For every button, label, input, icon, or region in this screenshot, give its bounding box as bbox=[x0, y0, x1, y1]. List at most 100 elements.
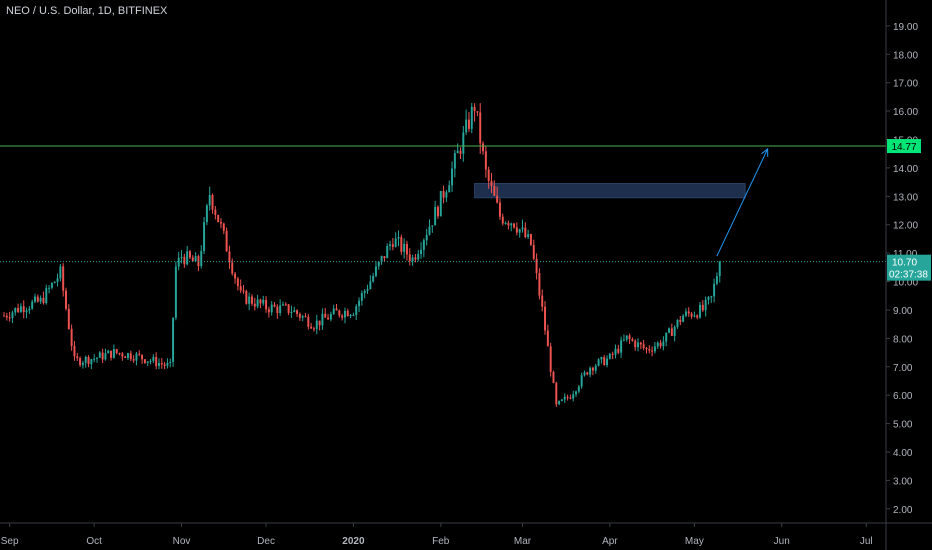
candle-body bbox=[129, 353, 132, 360]
candle-body bbox=[177, 257, 180, 267]
candle-body bbox=[197, 256, 200, 267]
candle-body bbox=[659, 342, 662, 347]
candle-body bbox=[718, 261, 721, 277]
candle-body bbox=[45, 288, 48, 304]
candle-body bbox=[679, 319, 682, 322]
candle-body bbox=[634, 340, 637, 348]
candle-body bbox=[408, 254, 411, 262]
resistance-price-tag bbox=[887, 139, 921, 154]
candle-body bbox=[36, 296, 39, 302]
candle-body bbox=[614, 348, 617, 355]
candle-body bbox=[327, 317, 330, 320]
candle-body bbox=[152, 356, 155, 361]
candle-body bbox=[448, 185, 451, 193]
symbol-title: NEO / U.S. Dollar, 1D, BITFINEX bbox=[6, 5, 168, 17]
candle-body bbox=[434, 206, 437, 226]
candle-body bbox=[701, 304, 704, 311]
candle-body bbox=[270, 304, 273, 313]
price-tick-label: 12.00 bbox=[893, 221, 918, 232]
candle-body bbox=[462, 132, 465, 154]
candle-body bbox=[445, 192, 448, 198]
candle-body bbox=[707, 296, 710, 300]
candle-body bbox=[611, 353, 614, 355]
candle-body bbox=[360, 293, 363, 301]
candle-body bbox=[42, 297, 45, 304]
candle-body bbox=[335, 308, 338, 311]
supply-zone-layer bbox=[474, 183, 746, 199]
last-price-label: 10.70 bbox=[892, 258, 917, 269]
candle-body bbox=[487, 169, 490, 181]
candle-body bbox=[67, 308, 70, 330]
candle-body bbox=[307, 316, 310, 327]
candle-body bbox=[217, 214, 220, 222]
time-tick-label: Apr bbox=[602, 536, 618, 547]
candle-body bbox=[513, 223, 516, 228]
candle-body bbox=[493, 185, 496, 196]
candle-body bbox=[442, 191, 445, 198]
resistance-price-label: 14.77 bbox=[891, 142, 916, 153]
candle-body bbox=[507, 222, 510, 226]
candle-body bbox=[253, 303, 256, 307]
candle-body bbox=[124, 356, 127, 359]
candle-body bbox=[653, 346, 656, 352]
candle-body bbox=[107, 350, 110, 354]
candle-body bbox=[50, 283, 53, 288]
candle-body bbox=[496, 195, 499, 203]
candle-body bbox=[245, 291, 248, 304]
candle-body bbox=[39, 297, 42, 302]
candle-body bbox=[569, 397, 572, 399]
projection-arrow-layer bbox=[716, 147, 769, 257]
candle-body bbox=[380, 256, 383, 262]
candle-body bbox=[555, 382, 558, 405]
candle-body bbox=[115, 349, 118, 354]
candle-body bbox=[200, 251, 203, 267]
candle-body bbox=[5, 315, 8, 318]
candle-body bbox=[155, 356, 158, 366]
candle-body bbox=[453, 153, 456, 169]
candle-body bbox=[321, 313, 324, 326]
candle-body bbox=[563, 396, 566, 400]
candle-body bbox=[98, 352, 101, 358]
price-tick-label: 2.00 bbox=[893, 505, 913, 516]
candle-body bbox=[620, 340, 623, 353]
candle-body bbox=[642, 344, 645, 349]
candle-body bbox=[690, 313, 693, 317]
candle-body bbox=[363, 290, 366, 294]
candle-body bbox=[391, 244, 394, 247]
candle-body bbox=[518, 229, 521, 233]
candle-body bbox=[713, 283, 716, 297]
candle-body bbox=[22, 306, 25, 313]
candle-body bbox=[428, 226, 431, 235]
time-tick-label: 2020 bbox=[342, 536, 365, 547]
candle-body bbox=[377, 261, 380, 267]
candle-body bbox=[651, 350, 654, 352]
candle-body bbox=[451, 168, 454, 186]
candle-body bbox=[524, 227, 527, 238]
candle-body bbox=[341, 315, 344, 318]
candle-body bbox=[28, 308, 31, 311]
candle-body bbox=[56, 278, 59, 282]
candle-body bbox=[287, 304, 290, 313]
candle-body bbox=[281, 304, 284, 306]
candle-body bbox=[639, 342, 642, 345]
price-tick-label: 13.00 bbox=[893, 192, 918, 203]
candle-body bbox=[572, 394, 575, 399]
candle-body bbox=[112, 349, 115, 358]
candle-body bbox=[484, 151, 487, 170]
candle-body bbox=[400, 237, 403, 252]
time-tick-label: Nov bbox=[173, 536, 191, 547]
candle-body bbox=[48, 287, 51, 289]
candle-body bbox=[25, 310, 28, 313]
candle-body bbox=[549, 346, 552, 372]
candle-body bbox=[631, 339, 634, 341]
candle-body bbox=[405, 243, 408, 255]
candle-body bbox=[575, 391, 578, 395]
projection-arrow bbox=[716, 148, 769, 257]
candle-body bbox=[248, 296, 251, 304]
price-tick-label: 18.00 bbox=[893, 50, 918, 61]
candle-body bbox=[53, 281, 56, 284]
candle-body bbox=[628, 335, 631, 340]
